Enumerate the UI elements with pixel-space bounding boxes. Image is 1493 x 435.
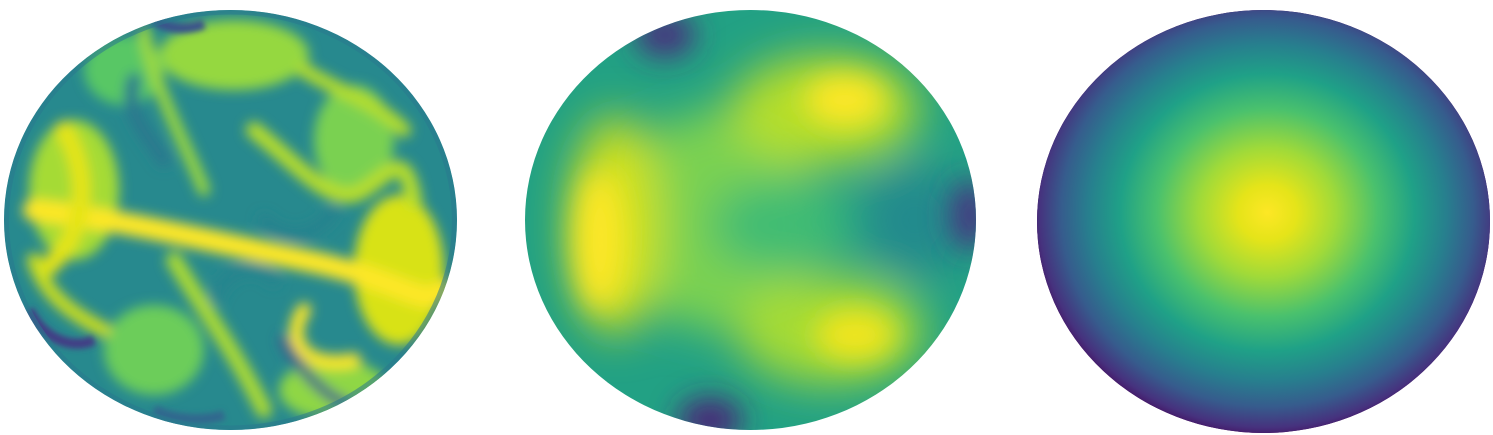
field-panel-turbulent <box>4 10 457 430</box>
field-panel-modes <box>525 10 976 430</box>
mode-field-disk <box>525 10 976 430</box>
field-panel-gaussian <box>1037 10 1490 433</box>
gaussian-field-disk <box>1037 10 1490 433</box>
turbulent-field-disk <box>4 10 457 430</box>
